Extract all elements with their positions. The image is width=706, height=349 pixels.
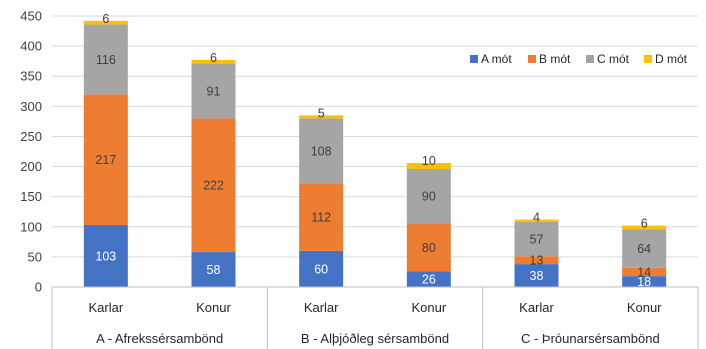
data-label: 103 (95, 249, 116, 263)
legend-swatch (586, 55, 594, 63)
bar-segment (191, 118, 236, 253)
bar-segment (83, 224, 128, 287)
bar-segment (83, 94, 128, 225)
bar-segment (406, 223, 451, 272)
bar-segment (191, 252, 236, 287)
bars (83, 20, 667, 287)
data-label: 6 (210, 51, 217, 65)
legend: A mót B mót C mót D mót (470, 52, 688, 66)
x-category-label: Karlar (304, 300, 339, 315)
bar-segment (406, 168, 451, 224)
bar-segment (83, 20, 128, 25)
x-group-label: C - Þróunarsérsambönd (521, 331, 660, 346)
y-axis: 0 50 100 150 200 250 300 350 400 450 (20, 9, 42, 295)
x-group-label: A - Afrekssérsambönd (96, 331, 223, 346)
x-category-label: Konur (627, 300, 662, 315)
bar-segment (191, 63, 236, 119)
data-label: 4 (533, 211, 540, 225)
data-label: 108 (311, 144, 332, 158)
bar-segment (514, 264, 559, 287)
y-tick-label: 100 (20, 219, 42, 234)
data-label: 80 (422, 241, 436, 255)
legend-label: A mót (481, 52, 512, 66)
data-label: 6 (641, 217, 648, 231)
legend-swatch (528, 55, 536, 63)
y-tick-label: 150 (20, 189, 42, 204)
bar-segment (514, 256, 559, 265)
bar-segment (191, 59, 236, 64)
data-label: 217 (95, 153, 116, 167)
bar-segment (83, 24, 128, 95)
x-category-label: Karlar (519, 300, 554, 315)
data-label: 116 (96, 53, 116, 67)
bar-segment (299, 115, 344, 119)
data-label: 58 (207, 263, 221, 277)
data-label: 38 (530, 269, 544, 283)
bar-segment (299, 250, 344, 287)
data-label: 6 (102, 12, 109, 26)
y-tick-label: 300 (20, 99, 42, 114)
data-label: 26 (422, 273, 436, 287)
data-label: 5 (318, 106, 325, 120)
bar-segment (622, 229, 667, 268)
legend-label: B mót (539, 52, 571, 66)
data-label: 10 (422, 154, 436, 168)
data-label: 91 (207, 84, 221, 98)
y-tick-label: 0 (35, 280, 42, 295)
gridlines (52, 15, 698, 288)
y-tick-label: 250 (20, 129, 42, 144)
y-tick-label: 450 (20, 9, 42, 24)
data-label: 57 (530, 233, 544, 247)
bar-segment (299, 118, 344, 184)
data-label: 18 (637, 275, 651, 289)
y-tick-label: 400 (20, 39, 42, 54)
data-label: 90 (422, 190, 436, 204)
legend-swatch (470, 55, 478, 63)
x-category-label: Karlar (88, 300, 123, 315)
data-label: 64 (637, 242, 651, 256)
x-axis: Karlar Konur Karlar Konur Karlar Konur A - Afr… (51, 286, 699, 349)
data-label: 13 (530, 254, 544, 268)
y-tick-label: 200 (20, 159, 42, 174)
data-label: 112 (311, 211, 331, 225)
bar-segment (622, 225, 667, 230)
y-tick-label: 350 (20, 69, 42, 84)
x-category-label: Konur (411, 300, 446, 315)
x-group-label: B - Alþjóðleg sérsambönd (301, 331, 449, 346)
legend-swatch (644, 55, 652, 63)
legend-label: C mót (597, 52, 630, 66)
x-category-label: Konur (196, 300, 231, 315)
bar-segment (514, 221, 559, 257)
data-label: 60 (314, 262, 328, 276)
bar-segment (406, 162, 451, 169)
bar-segment (514, 219, 559, 222)
legend-label: D mót (655, 52, 688, 66)
data-label: 14 (637, 265, 651, 279)
bar-segment (622, 276, 667, 287)
data-label: 222 (203, 179, 224, 193)
bar-segment (299, 183, 344, 251)
bar-segment (622, 267, 667, 277)
bar-segment (406, 271, 451, 287)
y-tick-label: 50 (28, 249, 42, 264)
